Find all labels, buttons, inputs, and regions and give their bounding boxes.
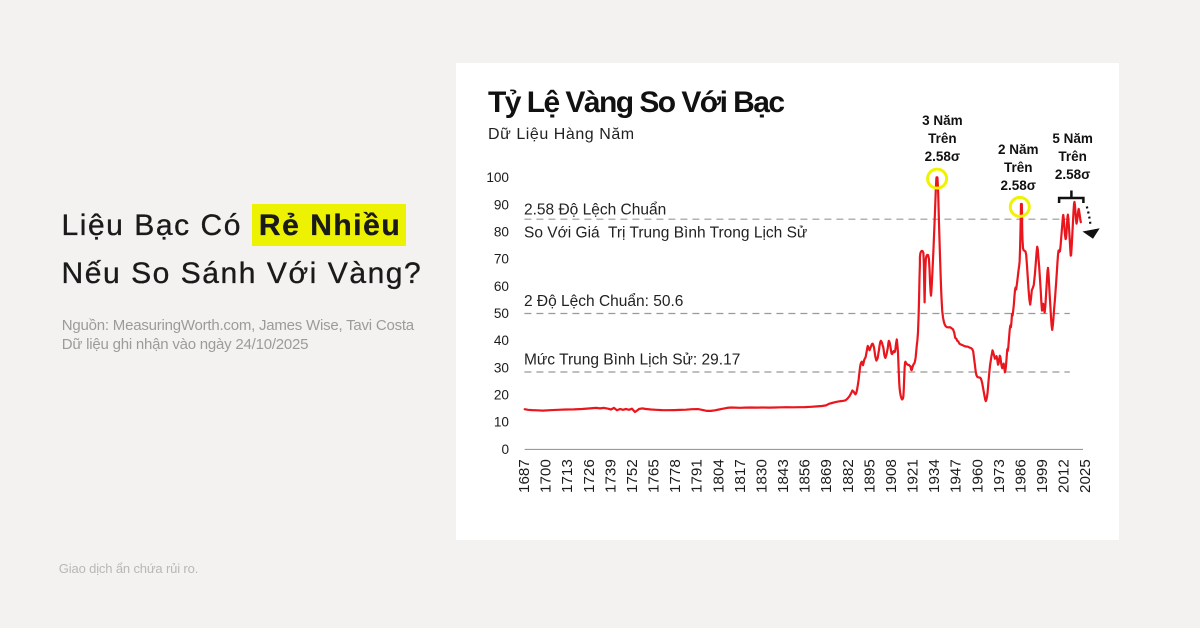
svg-text:70: 70 [494, 252, 510, 267]
svg-text:1752: 1752 [624, 459, 641, 493]
svg-text:1856: 1856 [797, 459, 814, 493]
svg-text:1947: 1947 [948, 459, 965, 493]
svg-text:1804: 1804 [710, 459, 727, 493]
svg-text:2.58 Độ Lệch Chuẩn: 2.58 Độ Lệch Chuẩn [524, 202, 666, 219]
svg-text:1700: 1700 [538, 459, 555, 493]
svg-text:2025: 2025 [1077, 459, 1094, 493]
svg-text:1778: 1778 [667, 459, 684, 493]
svg-text:100: 100 [486, 170, 509, 185]
svg-text:30: 30 [494, 360, 510, 375]
svg-text:1934: 1934 [926, 459, 943, 493]
svg-text:1973: 1973 [991, 459, 1008, 493]
svg-text:20: 20 [494, 388, 510, 403]
svg-text:40: 40 [494, 333, 510, 348]
svg-text:1960: 1960 [969, 459, 986, 493]
svg-text:1921: 1921 [905, 459, 922, 493]
svg-text:60: 60 [494, 279, 510, 294]
svg-text:90: 90 [494, 197, 510, 212]
svg-text:2 Độ Lệch Chuẩn: 50.6: 2 Độ Lệch Chuẩn: 50.6 [524, 293, 683, 310]
svg-text:2.58σ: 2.58σ [925, 149, 961, 164]
svg-text:80: 80 [494, 225, 510, 240]
svg-text:1791: 1791 [689, 459, 706, 493]
svg-text:Trên: Trên [928, 131, 957, 146]
svg-text:50: 50 [494, 306, 510, 321]
svg-text:1895: 1895 [861, 459, 878, 493]
svg-text:1713: 1713 [559, 459, 576, 493]
svg-text:0: 0 [501, 442, 509, 457]
svg-text:1986: 1986 [1013, 459, 1030, 493]
svg-text:2.58σ: 2.58σ [1001, 178, 1037, 193]
svg-text:1882: 1882 [840, 459, 857, 493]
svg-text:1739: 1739 [602, 459, 619, 493]
svg-text:1726: 1726 [581, 459, 598, 493]
svg-text:Mức Trung Bình Lịch Sử: 29.17: Mức Trung Bình Lịch Sử: 29.17 [524, 352, 740, 369]
svg-text:Trên: Trên [1058, 149, 1087, 164]
svg-text:1817: 1817 [732, 459, 749, 493]
svg-text:10: 10 [494, 415, 510, 430]
svg-text:1843: 1843 [775, 459, 792, 493]
svg-text:2012: 2012 [1056, 459, 1073, 493]
svg-text:Trên: Trên [1004, 160, 1033, 175]
svg-text:1908: 1908 [883, 459, 900, 493]
svg-text:1830: 1830 [753, 459, 770, 493]
svg-text:5 Năm: 5 Năm [1052, 131, 1093, 146]
svg-text:1687: 1687 [516, 459, 533, 493]
svg-text:So Với Giá Trị Trung Bình Tro: So Với Giá Trị Trung Bình Trong Lịch Sử [524, 224, 807, 241]
svg-text:1999: 1999 [1034, 459, 1051, 493]
svg-text:3 Năm: 3 Năm [922, 113, 963, 128]
svg-text:2.58σ: 2.58σ [1055, 167, 1091, 182]
svg-text:2 Năm: 2 Năm [998, 142, 1039, 157]
svg-text:1869: 1869 [818, 459, 835, 493]
svg-text:1765: 1765 [646, 459, 663, 493]
